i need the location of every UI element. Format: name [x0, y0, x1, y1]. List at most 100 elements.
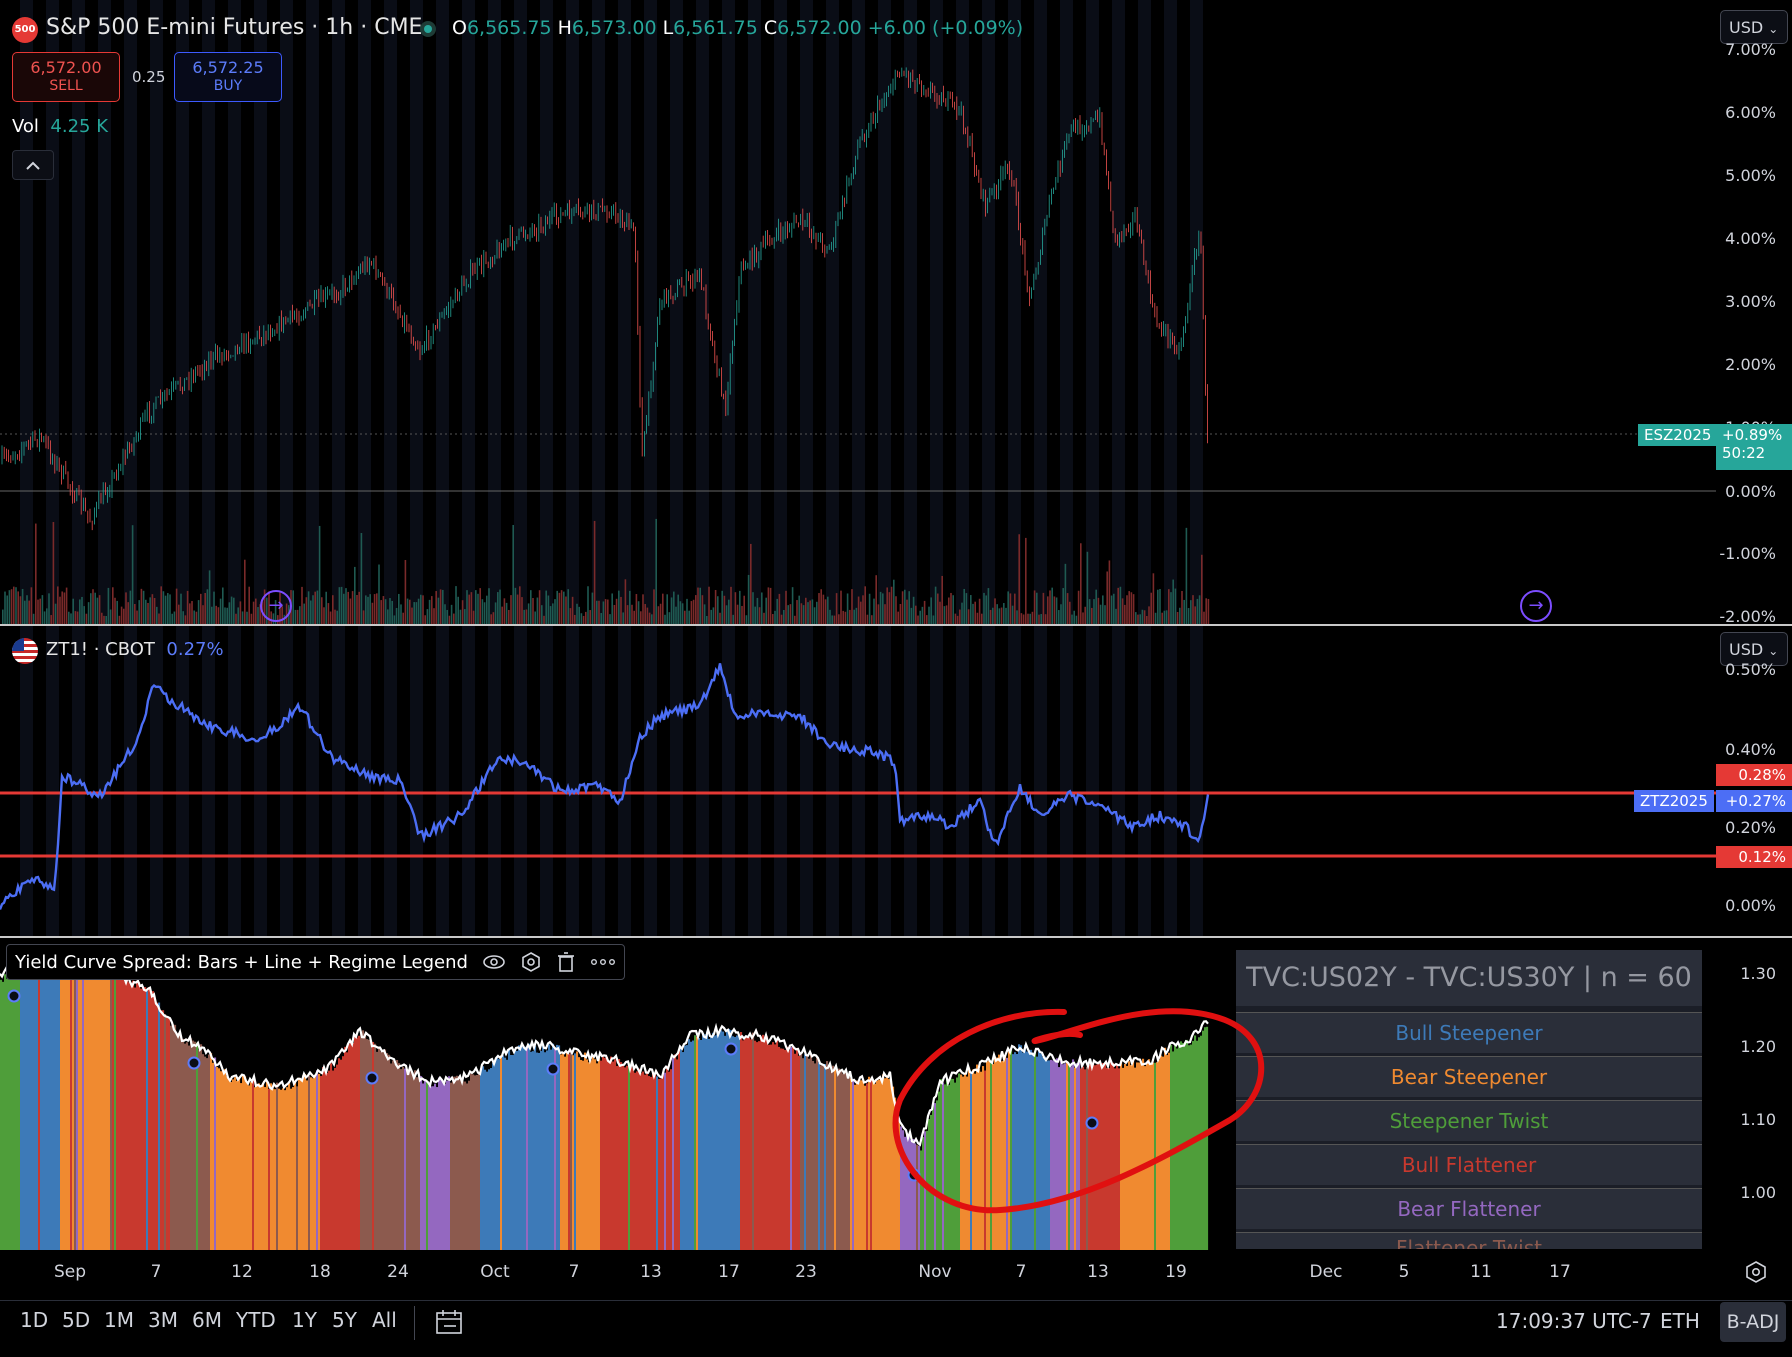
zt-title[interactable]: ZT1! · CBOT 0.27% [46, 639, 224, 660]
zt-line-chart[interactable] [0, 626, 1792, 936]
clock[interactable]: 17:09:37 UTC-7 [1496, 1309, 1652, 1333]
spread-bar [130, 982, 133, 1250]
adjustment-button[interactable]: B-ADJ [1720, 1302, 1786, 1342]
axis-label: -1.00% [1719, 544, 1776, 563]
volume-bar [554, 599, 556, 624]
spread-bar [620, 1062, 623, 1250]
zt-chart-pane[interactable] [0, 626, 1792, 936]
spread-bar [502, 1055, 505, 1250]
volume-bar [446, 609, 448, 624]
volume-bar [1207, 598, 1210, 624]
pane-separator[interactable] [0, 624, 1792, 626]
spread-bar [536, 1052, 539, 1250]
volume-bar [822, 594, 825, 624]
currency-selector[interactable]: USD ⌄ [1720, 632, 1788, 666]
chart-title[interactable]: S&P 500 E-mini Futures · 1h · CME [46, 15, 423, 40]
yield-curve-chart[interactable] [0, 938, 1792, 1250]
spread-bar [182, 1038, 185, 1250]
spread-bar [848, 1076, 851, 1250]
spread-bar [1012, 1054, 1015, 1250]
spread-bar [1134, 1067, 1137, 1250]
spread-bar [48, 954, 51, 1250]
currency-selector[interactable]: USD ⌄ [1720, 10, 1788, 44]
volume-bar [543, 615, 545, 624]
spread-bar [392, 1060, 395, 1250]
period-button-6m[interactable]: 6M [192, 1308, 222, 1332]
volume-bar [901, 591, 904, 624]
volume-bar [884, 604, 886, 624]
volume-bar [637, 601, 640, 624]
more-icon[interactable] [590, 957, 616, 967]
volume-bar [123, 608, 125, 624]
volume-bar [1117, 587, 1119, 624]
main-chart-pane[interactable] [0, 0, 1792, 624]
volume-bar [662, 593, 664, 624]
volume-bar [248, 586, 250, 624]
spread-bar [104, 970, 107, 1250]
period-button-ytd[interactable]: YTD [236, 1308, 276, 1332]
volume-bar [186, 590, 189, 624]
spread-bar [1102, 1062, 1105, 1250]
period-button-1y[interactable]: 1Y [292, 1308, 317, 1332]
period-button-5y[interactable]: 5Y [332, 1308, 357, 1332]
spread-bar [1060, 1061, 1063, 1250]
spread-bar [704, 1034, 707, 1250]
spread-bar [314, 1075, 317, 1250]
volume-bar [1198, 595, 1201, 624]
spread-bar [992, 1063, 995, 1250]
eye-icon[interactable] [482, 953, 506, 971]
spread-bar [424, 1079, 427, 1250]
spread-bar [194, 1041, 197, 1250]
spread-bar [1170, 1044, 1173, 1250]
volume-bar [1047, 596, 1049, 624]
pane-separator[interactable] [0, 936, 1792, 938]
chart-settings-icon[interactable] [1744, 1260, 1768, 1288]
spread-bar [82, 961, 85, 1250]
volume-bar [620, 596, 622, 624]
spread-bar [680, 1048, 683, 1250]
sell-button[interactable]: 6,572.00 SELL [12, 52, 120, 102]
period-button-3m[interactable]: 3M [148, 1308, 178, 1332]
period-button-5d[interactable]: 5D [62, 1308, 91, 1332]
time-axis-background[interactable] [0, 1250, 1792, 1300]
volume-bar [776, 598, 778, 624]
collapse-legend-button[interactable] [12, 150, 54, 180]
spread-bar [60, 961, 63, 1250]
spread-bar [166, 1015, 169, 1250]
volume-bar [761, 592, 763, 624]
volume-bar [360, 532, 363, 624]
volume-bar [494, 602, 497, 624]
period-button-1d[interactable]: 1D [20, 1308, 49, 1332]
settings-icon[interactable] [520, 951, 542, 973]
session-toggle[interactable]: ETH [1660, 1309, 1700, 1333]
spread-bar [388, 1054, 391, 1250]
period-button-1m[interactable]: 1M [104, 1308, 134, 1332]
period-button-all[interactable]: All [372, 1308, 397, 1332]
spread-bar [1078, 1059, 1081, 1250]
spread-bar [780, 1048, 783, 1250]
goto-date-icon[interactable] [434, 1308, 464, 1340]
spread-bar [750, 1039, 753, 1250]
indicator-title[interactable]: Yield Curve Spread: Bars + Line + Regime… [15, 951, 468, 973]
volume-bar [1183, 599, 1185, 624]
volume-bar [961, 602, 963, 624]
volume-bar [530, 590, 532, 624]
trash-icon[interactable] [556, 951, 576, 973]
regime-legend-title: TVC:US02Y - TVC:US30Y | n = 60 [1236, 950, 1702, 1006]
volume-bar [1060, 604, 1062, 624]
scroll-to-realtime-icon[interactable]: → [260, 590, 292, 622]
volume-bar [461, 600, 464, 624]
spread-bar [550, 1049, 553, 1250]
buy-button[interactable]: 6,572.25 BUY [174, 52, 282, 102]
regime-row: Flattener Twist [1236, 1232, 1702, 1249]
spread-bar [590, 1060, 593, 1250]
indicator-legend[interactable]: Yield Curve Spread: Bars + Line + Regime… [6, 944, 625, 980]
spread-bar [964, 1073, 967, 1250]
volume-bar [1051, 587, 1053, 624]
spread-bar [282, 1088, 285, 1250]
scroll-to-realtime-icon[interactable]: → [1520, 590, 1552, 622]
spread-bar [640, 1073, 643, 1250]
volume-bar [582, 615, 585, 624]
volume-bar [178, 604, 180, 624]
volume-bar [695, 595, 697, 624]
